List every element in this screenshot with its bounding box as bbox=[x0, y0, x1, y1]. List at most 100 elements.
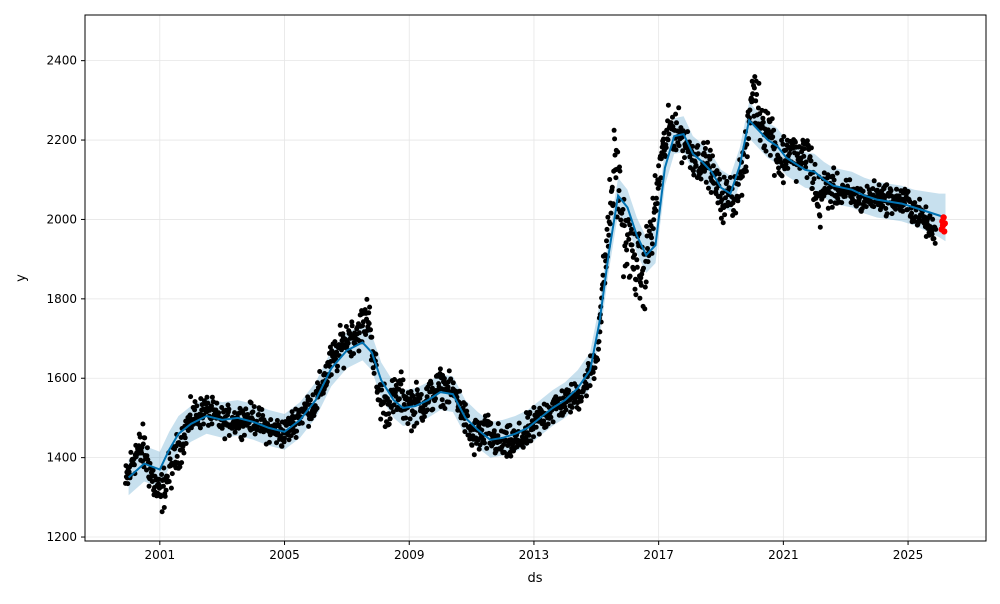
observed-point bbox=[607, 177, 613, 182]
observed-point bbox=[658, 175, 664, 181]
observed-point bbox=[644, 223, 650, 229]
observed-point bbox=[668, 120, 674, 126]
observed-point bbox=[366, 310, 372, 316]
observed-point bbox=[627, 273, 633, 279]
observed-point bbox=[661, 136, 666, 142]
observed-point bbox=[128, 449, 134, 455]
observed-point bbox=[930, 216, 936, 222]
observed-point bbox=[642, 306, 648, 312]
observed-point bbox=[616, 188, 622, 194]
observed-point bbox=[445, 384, 451, 390]
observed-point bbox=[192, 399, 198, 405]
observed-point bbox=[349, 319, 355, 325]
observed-point bbox=[654, 201, 660, 206]
observed-point bbox=[488, 420, 494, 426]
observed-point bbox=[871, 204, 877, 210]
observed-point bbox=[591, 376, 597, 382]
observed-point bbox=[645, 246, 650, 251]
observed-point bbox=[405, 421, 411, 427]
observed-point bbox=[607, 221, 613, 227]
observed-point bbox=[266, 439, 272, 445]
observed-point bbox=[367, 304, 373, 310]
observed-point bbox=[716, 171, 722, 177]
observed-point bbox=[167, 456, 173, 462]
observed-point bbox=[146, 483, 152, 489]
observed-point bbox=[441, 376, 447, 381]
observed-point bbox=[757, 137, 763, 143]
observed-point bbox=[673, 147, 679, 153]
observed-point bbox=[793, 179, 799, 184]
observed-point bbox=[563, 407, 569, 413]
observed-point bbox=[424, 394, 430, 400]
observed-point bbox=[743, 164, 749, 170]
observed-point bbox=[131, 462, 137, 468]
observed-point bbox=[371, 370, 377, 376]
observed-point bbox=[491, 428, 497, 434]
observed-point bbox=[199, 402, 205, 408]
observed-point bbox=[671, 143, 677, 149]
observed-point bbox=[584, 393, 589, 399]
observed-point bbox=[533, 424, 539, 430]
observed-point bbox=[931, 236, 937, 242]
observed-point bbox=[507, 422, 513, 428]
observed-point bbox=[808, 145, 814, 151]
observed-point bbox=[278, 433, 283, 439]
observed-point bbox=[620, 207, 626, 212]
observed-point bbox=[760, 119, 766, 125]
observed-point bbox=[471, 452, 477, 458]
observed-point bbox=[817, 213, 823, 219]
observed-point bbox=[750, 91, 756, 97]
observed-point bbox=[801, 146, 807, 152]
observed-point bbox=[653, 208, 659, 214]
observed-point bbox=[804, 138, 810, 144]
observed-point bbox=[756, 80, 762, 86]
observed-point bbox=[933, 226, 939, 232]
observed-point bbox=[462, 429, 468, 435]
observed-point bbox=[335, 363, 340, 369]
observed-point bbox=[643, 279, 649, 285]
ticks-layer: 2001 2005 2009 2013 2017 2021 2025 1200 1400 1600… bbox=[46, 54, 923, 562]
observed-point bbox=[503, 430, 509, 436]
observed-point bbox=[282, 435, 287, 441]
observed-point bbox=[718, 215, 724, 221]
observed-point bbox=[362, 307, 368, 313]
observed-point bbox=[763, 148, 769, 154]
observed-point bbox=[421, 414, 427, 420]
y-tick-label: 1800 bbox=[46, 292, 77, 306]
observed-point bbox=[871, 178, 877, 184]
observed-point bbox=[160, 483, 166, 489]
observed-point bbox=[484, 445, 490, 451]
observed-point bbox=[464, 408, 470, 414]
observed-point bbox=[690, 168, 696, 174]
observed-point bbox=[164, 473, 170, 479]
observed-point bbox=[831, 177, 837, 183]
observed-point bbox=[363, 332, 369, 337]
observed-point bbox=[634, 257, 640, 263]
observed-point bbox=[771, 173, 777, 178]
observed-point bbox=[727, 175, 733, 180]
observed-point bbox=[450, 380, 456, 386]
observed-point bbox=[929, 231, 935, 237]
observed-point bbox=[387, 399, 393, 405]
observed-point bbox=[830, 173, 836, 179]
grid-layer bbox=[85, 15, 986, 541]
x-tick-label: 2017 bbox=[643, 548, 674, 562]
observed-point bbox=[260, 413, 266, 418]
observed-point bbox=[226, 406, 232, 412]
observed-point bbox=[373, 351, 379, 357]
observed-point bbox=[398, 381, 404, 387]
observed-point bbox=[625, 217, 631, 223]
observed-point bbox=[320, 390, 326, 396]
observed-point bbox=[839, 200, 845, 206]
observed-point bbox=[299, 420, 305, 426]
observed-point bbox=[860, 188, 866, 194]
x-tick-label: 2013 bbox=[519, 548, 550, 562]
observed-point bbox=[721, 174, 727, 180]
observed-point bbox=[590, 369, 596, 375]
observed-point bbox=[245, 412, 251, 417]
y-axis-label: y bbox=[14, 274, 29, 282]
observed-point bbox=[437, 366, 443, 372]
observed-point bbox=[194, 403, 200, 409]
